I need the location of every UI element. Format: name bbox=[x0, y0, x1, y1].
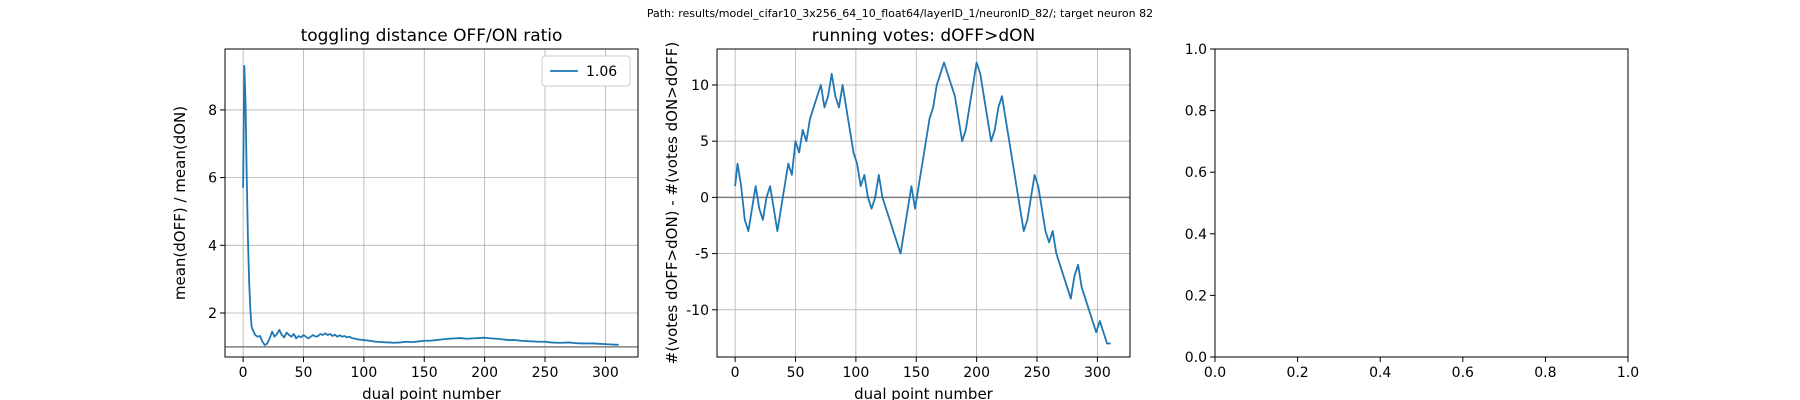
y-tick-label: 8 bbox=[208, 103, 217, 119]
y-tick-label: 6 bbox=[208, 171, 217, 187]
y-tick-label: 0.2 bbox=[1185, 288, 1207, 304]
series-line-0 bbox=[734, 61, 1111, 345]
x-axis-label: dual point number bbox=[362, 385, 502, 400]
y-tick-label: 0.0 bbox=[1185, 350, 1207, 366]
figure-suptitle: Path: results/model_cifar10_3x256_64_10_… bbox=[646, 7, 1154, 20]
x-tick-label: 0 bbox=[731, 365, 740, 381]
x-tick-label: 0.8 bbox=[1534, 365, 1556, 381]
axes-frame bbox=[224, 48, 639, 358]
y-tick-label: 5 bbox=[700, 134, 709, 150]
series-line-0 bbox=[242, 65, 619, 347]
x-tick-label: 300 bbox=[1084, 365, 1111, 381]
axes-frame bbox=[1214, 48, 1629, 358]
x-tick-label: 200 bbox=[471, 365, 498, 381]
axes-frame bbox=[716, 48, 1131, 358]
chart-title: running votes: dOFF>dON bbox=[812, 26, 1035, 46]
x-tick-label: 150 bbox=[903, 365, 930, 381]
y-tick-label: 0.4 bbox=[1185, 227, 1207, 243]
y-tick-label: 0 bbox=[700, 190, 709, 206]
legend-box bbox=[541, 55, 631, 87]
x-tick-label: 0.2 bbox=[1286, 365, 1308, 381]
chart-title: toggling distance OFF/ON ratio bbox=[301, 26, 563, 46]
y-tick-label: -5 bbox=[695, 247, 709, 263]
x-tick-label: 100 bbox=[351, 365, 378, 381]
y-tick-label: 1.0 bbox=[1185, 42, 1207, 58]
x-tick-label: 0.0 bbox=[1204, 365, 1226, 381]
x-tick-label: 300 bbox=[592, 365, 619, 381]
x-tick-label: 50 bbox=[787, 365, 805, 381]
y-tick-label: 4 bbox=[208, 238, 217, 254]
y-tick-label: 0.6 bbox=[1185, 165, 1207, 181]
x-tick-label: 0 bbox=[239, 365, 248, 381]
x-tick-label: 0.4 bbox=[1369, 365, 1391, 381]
x-tick-label: 50 bbox=[295, 365, 313, 381]
y-tick-label: 10 bbox=[691, 78, 709, 94]
x-tick-label: 1.0 bbox=[1617, 365, 1639, 381]
y-tick-label: -10 bbox=[686, 303, 709, 319]
legend-entry: 1.06 bbox=[586, 64, 617, 80]
x-axis-label: dual point number bbox=[854, 385, 994, 400]
x-tick-label: 200 bbox=[963, 365, 990, 381]
x-tick-label: 150 bbox=[411, 365, 438, 381]
x-tick-label: 100 bbox=[843, 365, 870, 381]
y-axis-label: mean(dOFF) / mean(dON) bbox=[171, 106, 189, 300]
y-axis-label: #(votes dOFF>dON) - #(votes dON>dOFF) bbox=[663, 42, 681, 364]
x-tick-label: 0.6 bbox=[1452, 365, 1474, 381]
y-tick-label: 2 bbox=[208, 306, 217, 322]
y-tick-label: 0.8 bbox=[1185, 104, 1207, 120]
x-tick-label: 250 bbox=[1024, 365, 1051, 381]
x-tick-label: 250 bbox=[532, 365, 559, 381]
